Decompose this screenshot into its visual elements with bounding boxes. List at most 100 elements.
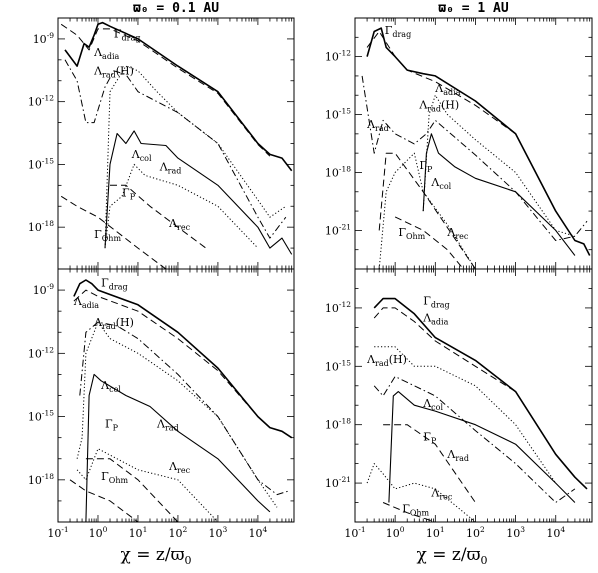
series-line <box>422 94 576 237</box>
curve-label: ΓP <box>122 186 136 201</box>
panel-title: ϖ₀ = 0.1 AU <box>133 1 219 16</box>
series-line <box>73 289 259 417</box>
curve-label: Λcol <box>430 176 451 191</box>
series-line <box>383 424 476 503</box>
y-tick-label: 10-12 <box>28 94 54 109</box>
curve-label: Λrad <box>366 118 389 133</box>
panel-bottom-right: 10-1 100 101 102 103 104 10-12 10-15 10-18 10-21 Γ… <box>325 268 593 540</box>
curve-label: Λadia <box>93 46 119 61</box>
y-tick-label: 10-18 <box>28 472 54 487</box>
x-tick-label: 100 <box>89 525 108 540</box>
series-line <box>85 458 179 522</box>
series-line <box>373 376 576 503</box>
curve-label: Λrad <box>156 418 179 433</box>
series-line <box>366 31 557 212</box>
curve-label: Λrec <box>430 487 453 502</box>
y-tick-label: 10-15 <box>325 107 351 122</box>
curve-label: Γdrag <box>423 294 449 309</box>
curve-label: Λrec <box>446 226 469 241</box>
series-line <box>64 21 293 172</box>
plot-frame <box>57 268 295 523</box>
y-tick-label: 10-18 <box>325 164 351 179</box>
series-line <box>422 133 576 256</box>
series-line <box>110 184 207 249</box>
curve-label: Λrad(H) <box>93 316 134 331</box>
curve-label: Λrad <box>446 448 469 463</box>
curve-label: ΓP <box>423 431 437 446</box>
series-line <box>382 502 436 522</box>
x-tick-label: 102 <box>466 525 485 540</box>
x-tick-label: 100 <box>386 525 405 540</box>
y-tick-label: 10-15 <box>325 358 351 373</box>
curve-label: Λcol <box>131 148 152 163</box>
series-line <box>64 59 287 239</box>
panels: ϖ₀ = 0.1 AU 10-9 10-12 10-15 10-18 Γdrag Λadia… <box>28 1 593 540</box>
y-tick-label: 10-21 <box>325 475 351 490</box>
series-line <box>378 152 476 269</box>
curve-label: Λrad(H) <box>93 64 134 79</box>
x-axis-label: χ = z/ϖ0 <box>121 545 192 567</box>
curve-label: Γdrag <box>114 27 140 42</box>
x-tick-label: 101 <box>426 525 445 540</box>
curve-label: Λrad <box>159 161 182 176</box>
curve-label: ΓOhm <box>101 470 128 485</box>
y-tick-label: 10-15 <box>28 156 54 171</box>
y-tick-label: 10-12 <box>325 49 351 64</box>
y-tick-label: 10-12 <box>325 300 351 315</box>
x-tick-label: 10-1 <box>344 525 365 540</box>
curve-label: ΓOhm <box>398 226 425 241</box>
y-tick-label: 10-15 <box>28 409 54 424</box>
curve-label: Λadia <box>73 295 99 310</box>
x-tick-label: 101 <box>129 525 148 540</box>
series-line <box>394 216 464 269</box>
series-group <box>366 297 588 522</box>
curve-label: Γdrag <box>385 24 411 39</box>
panel-bottom-left: 10-1 100 101 102 103 104 10-9 10-12 10-15 10-18 Γd… <box>28 268 295 540</box>
series-line <box>104 65 287 249</box>
series-group <box>60 21 293 269</box>
y-tick-label: 10-18 <box>28 219 54 234</box>
plot-frame <box>354 268 593 523</box>
series-line <box>73 279 293 439</box>
curve-label: Λadia <box>422 312 448 327</box>
series-line <box>373 297 588 490</box>
curve-label: Λcol <box>100 379 121 394</box>
y-tick-label: 10-9 <box>33 31 55 46</box>
curve-label: Λrad(H) <box>418 99 459 114</box>
curve-label: Λrec <box>168 460 191 475</box>
series-line <box>104 130 293 255</box>
curve-label: Λrad(H) <box>366 353 407 368</box>
curve-label: Λadia <box>434 82 460 97</box>
x-axis-label: χ = z/ϖ0 <box>417 545 488 567</box>
panel-top-right: ϖ₀ = 1 AU 10-12 10-15 10-18 10-21 Γdrag Λadia Λ… <box>325 1 593 270</box>
series-line <box>69 479 139 522</box>
series-line <box>60 195 167 269</box>
x-tick-label: 103 <box>506 525 525 540</box>
series-line <box>79 321 290 496</box>
series-line <box>378 152 476 269</box>
series-line <box>366 463 476 522</box>
curve-label: ΓP <box>419 159 433 174</box>
x-tick-label: 104 <box>249 525 268 540</box>
series-line <box>60 23 271 157</box>
series-line <box>361 75 588 241</box>
panel-top-left: ϖ₀ = 0.1 AU 10-9 10-12 10-15 10-18 Γdrag Λadia… <box>28 1 295 270</box>
x-tick-label: 103 <box>209 525 228 540</box>
y-tick-label: 10-12 <box>28 345 54 360</box>
x-tick-label: 102 <box>169 525 188 540</box>
series-line <box>374 346 557 484</box>
series-line <box>76 448 219 522</box>
curve-label: Λrec <box>168 217 191 232</box>
panel-title: ϖ₀ = 1 AU <box>438 1 509 16</box>
series-group <box>361 27 591 269</box>
x-tick-label: 10-1 <box>47 525 68 540</box>
series-line <box>388 391 576 503</box>
series-line <box>373 307 557 455</box>
series-line <box>85 373 271 522</box>
series-group <box>69 279 293 522</box>
curve-label: Λcol <box>422 397 443 412</box>
y-tick-label: 10-9 <box>33 282 55 297</box>
curve-label: ΓOhm <box>94 228 121 243</box>
curve-label: ΓOhm <box>402 503 429 518</box>
